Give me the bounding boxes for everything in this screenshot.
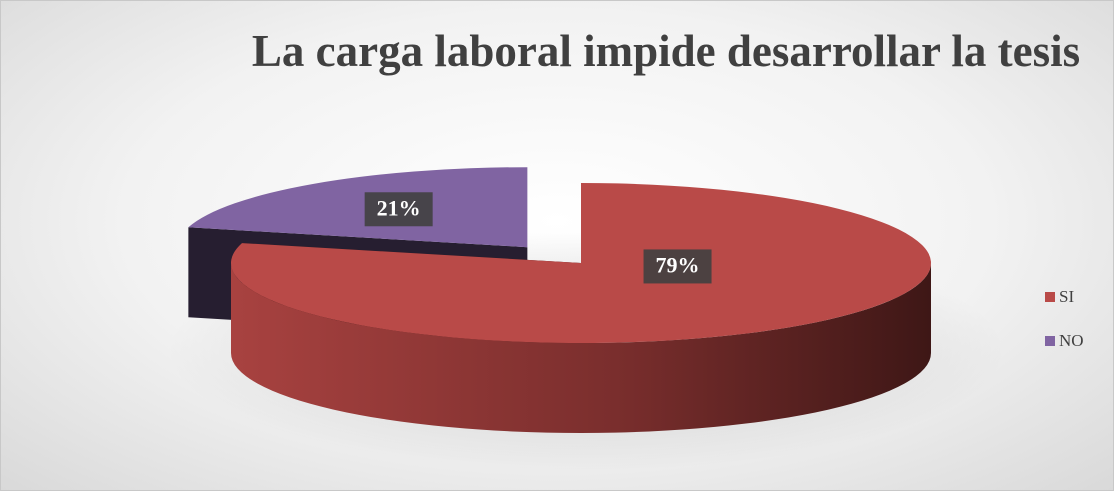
slice-top (188, 167, 528, 248)
value-label: 21% (377, 195, 421, 220)
value-label-box (364, 192, 433, 227)
slice-side (231, 263, 931, 433)
chart-title: La carga laboral impide desarrollar la t… (251, 26, 1081, 76)
legend-label: NO (1059, 331, 1084, 350)
slice-top (231, 183, 932, 343)
legend-swatch (1045, 336, 1055, 346)
legend-label: SI (1059, 287, 1074, 306)
value-label-box (643, 249, 712, 284)
pie-slice (231, 183, 932, 433)
value-label: 79% (656, 252, 700, 277)
legend-swatch (1045, 292, 1055, 302)
